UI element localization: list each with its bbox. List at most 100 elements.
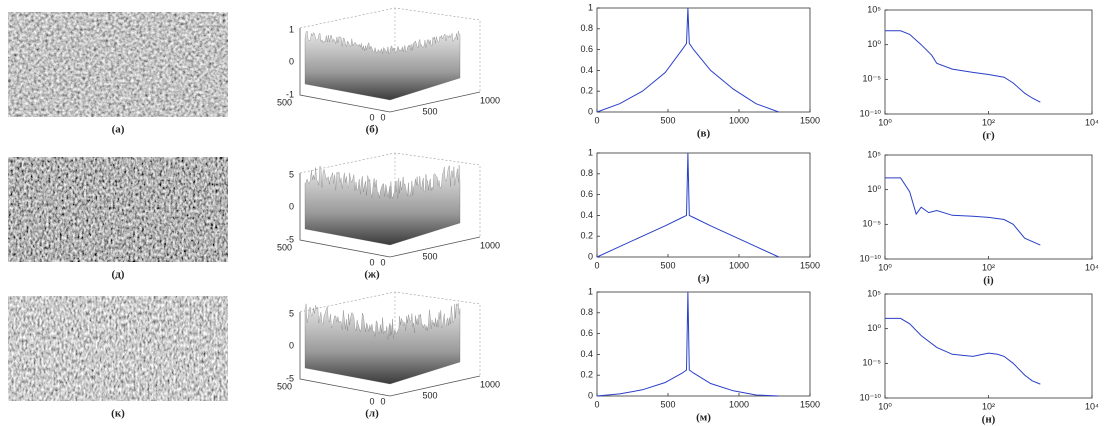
y-tick-label: 0.8 <box>580 23 593 33</box>
panel-caption: (м) <box>696 412 711 424</box>
x-tick-label: 500 <box>660 260 675 270</box>
x-tick-label: 1500 <box>800 260 820 270</box>
x-tick-label: 0 <box>380 112 385 122</box>
y-tick-label: 0.2 <box>580 231 593 241</box>
y-tick-label: 0.4 <box>580 349 593 359</box>
data-line <box>885 30 1041 103</box>
z-tick-label: 1 <box>289 24 294 34</box>
x-tick-label: 1000 <box>480 240 500 250</box>
y-tick-label: 10⁻⁵ <box>863 219 882 229</box>
x-tick-label: 10⁰ <box>878 117 892 127</box>
z-tick-label: -5 <box>286 234 294 244</box>
y-tick-label: 500 <box>277 97 292 107</box>
y-tick-label: 10⁵ <box>867 149 881 159</box>
x-tick-label: 10⁴ <box>1085 117 1099 127</box>
surface <box>304 303 461 385</box>
panel-caption: (н) <box>982 414 996 426</box>
x-tick-label: 10⁰ <box>878 401 892 411</box>
y-tick-label: 0.6 <box>580 189 593 199</box>
x-tick-label: 10⁴ <box>1085 262 1099 272</box>
y-tick-label: 10⁻⁵ <box>863 358 882 368</box>
x-tick-label: 500 <box>660 115 675 125</box>
z-tick-label: 5 <box>289 308 294 318</box>
data-line <box>596 7 779 113</box>
x-tick-label: 500 <box>422 251 437 261</box>
y-tick-label: 10⁵ <box>867 4 881 14</box>
plot-frame <box>596 291 811 397</box>
x-tick-label: 1000 <box>729 260 749 270</box>
y-tick-label: 10⁻⁵ <box>863 74 882 84</box>
y-tick-label: 10⁰ <box>867 184 881 194</box>
x-tick-label: 1500 <box>800 399 820 409</box>
y-tick-label: 0 <box>588 251 593 261</box>
box-edge <box>299 312 481 397</box>
y-tick-label: 0.8 <box>580 168 593 178</box>
y-tick-label: 0 <box>588 390 593 400</box>
z-tick-label: 5 <box>289 169 294 179</box>
x-tick-label: 0 <box>594 260 599 270</box>
texture-image <box>8 157 228 262</box>
x-tick-label: 500 <box>422 106 437 116</box>
x-tick-label: 10² <box>982 117 995 127</box>
y-tick-label: 1 <box>588 286 593 296</box>
x-tick-label: 10² <box>982 401 995 411</box>
x-tick-label: 0 <box>380 257 385 267</box>
y-tick-label: 10⁻¹⁰ <box>860 108 882 118</box>
data-line <box>885 177 1041 246</box>
y-tick-label: 0.4 <box>580 65 593 75</box>
box-edge <box>299 291 481 376</box>
z-tick-label: 0 <box>289 340 294 350</box>
panel-caption: (a) <box>112 124 125 136</box>
y-tick-label: 1 <box>588 2 593 12</box>
x-tick-label: 0 <box>594 115 599 125</box>
data-line <box>596 152 780 258</box>
y-tick-label: 0.6 <box>580 328 593 338</box>
y-tick-label: 500 <box>277 242 292 252</box>
y-tick-label: 0 <box>588 106 593 116</box>
panel-caption: (з) <box>698 273 710 285</box>
box-edge <box>299 173 481 258</box>
z-tick-label: -5 <box>286 373 294 383</box>
x-tick-label: 1000 <box>480 379 500 389</box>
y-tick-label: 0 <box>369 396 374 406</box>
y-tick-label: 1 <box>588 147 593 157</box>
z-tick-label: 0 <box>289 201 294 211</box>
y-tick-label: 10⁰ <box>867 39 881 49</box>
panel-caption: (і) <box>983 275 994 287</box>
data-line <box>885 317 1041 385</box>
y-tick-label: 500 <box>277 381 292 391</box>
y-tick-label: 10⁻¹⁰ <box>860 392 882 402</box>
x-tick-label: 500 <box>660 399 675 409</box>
plot-frame <box>596 7 811 113</box>
y-tick-label: 10⁻¹⁰ <box>860 253 882 263</box>
box-edge <box>299 7 481 92</box>
panel-caption: (л) <box>365 408 379 420</box>
plot-frame <box>884 154 1093 260</box>
z-tick-label: 0 <box>289 56 294 66</box>
y-tick-label: 10⁵ <box>867 288 881 298</box>
x-tick-label: 1500 <box>800 115 820 125</box>
y-tick-label: 0.8 <box>580 307 593 317</box>
panel-caption: (д) <box>112 269 125 281</box>
y-tick-label: 0 <box>369 112 374 122</box>
panel-caption: (к) <box>111 408 125 420</box>
x-tick-label: 500 <box>422 390 437 400</box>
texture-image <box>8 296 228 401</box>
y-tick-label: 0.6 <box>580 44 593 54</box>
plot-frame <box>884 293 1093 399</box>
y-tick-label: 0 <box>369 257 374 267</box>
x-tick-label: 1000 <box>729 399 749 409</box>
box-edge <box>299 152 481 237</box>
z-tick-label: -1 <box>286 89 294 99</box>
x-tick-label: 0 <box>594 399 599 409</box>
panel-caption: (ж) <box>364 269 380 281</box>
y-tick-label: 0.2 <box>580 86 593 96</box>
y-tick-label: 0.2 <box>580 370 593 380</box>
panel-caption: (г) <box>982 130 995 142</box>
texture-image <box>8 12 228 117</box>
data-line <box>596 291 779 397</box>
panel-caption: (б) <box>366 124 379 136</box>
x-tick-label: 10⁴ <box>1085 401 1099 411</box>
x-tick-label: 0 <box>380 396 385 406</box>
